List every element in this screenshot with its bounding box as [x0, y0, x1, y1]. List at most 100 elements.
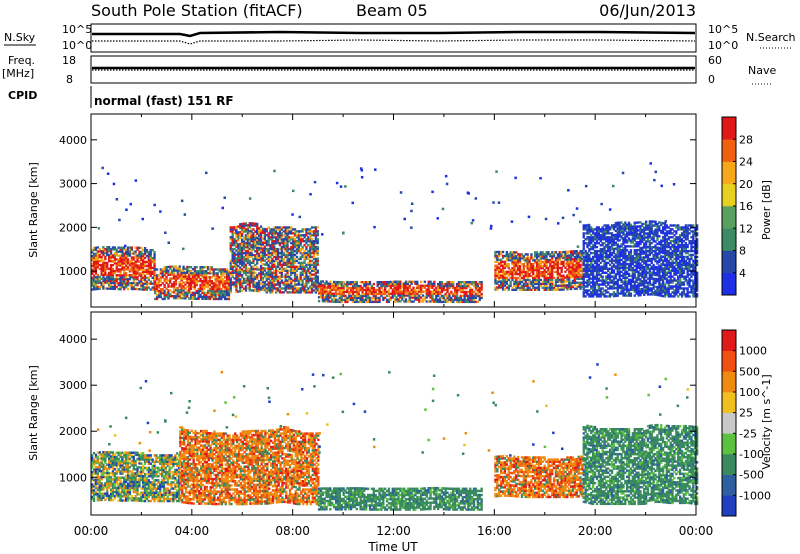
data-cell — [111, 267, 115, 271]
data-cell — [472, 294, 476, 298]
data-cell — [543, 264, 546, 268]
data-cell — [633, 229, 636, 232]
data-cell — [167, 291, 170, 294]
data-cell — [624, 268, 627, 272]
data-cell — [571, 252, 575, 255]
data-cell — [646, 283, 650, 286]
data-cell — [195, 281, 198, 285]
data-cell — [622, 227, 625, 230]
data-cell — [627, 255, 631, 258]
data-cell — [590, 226, 593, 229]
data-cell — [571, 267, 575, 271]
data-cell — [197, 297, 200, 300]
data-cell — [263, 229, 266, 233]
data-cell — [532, 267, 535, 270]
data-cell — [276, 251, 280, 255]
data-cell — [319, 288, 323, 291]
data-cell — [566, 252, 569, 255]
data-cell — [626, 223, 629, 226]
data-cell — [476, 294, 479, 298]
data-cell — [136, 246, 139, 249]
data-cell — [201, 291, 204, 295]
data-cell — [370, 298, 374, 302]
data-cell — [246, 228, 249, 231]
data-cell — [314, 247, 317, 251]
data-cell — [293, 259, 297, 263]
data-cell — [275, 232, 278, 235]
data-cell — [126, 281, 130, 285]
data-cell — [399, 288, 402, 291]
data-cell — [246, 247, 249, 251]
data-cell — [601, 251, 604, 255]
data-cell — [646, 271, 650, 274]
data-cell — [631, 233, 634, 236]
data-cell — [616, 270, 619, 274]
data-cell — [163, 295, 166, 299]
data-cell — [303, 240, 306, 243]
data-cell — [239, 223, 242, 226]
data-cell — [94, 266, 98, 269]
data-cell — [197, 289, 200, 293]
data-cell — [111, 248, 115, 251]
data-cell — [303, 249, 306, 253]
data-cell — [357, 292, 360, 296]
data-cell — [290, 265, 293, 268]
data-cell — [115, 258, 118, 261]
data-cell — [212, 286, 215, 289]
data-cell — [261, 267, 265, 270]
data-cell — [321, 300, 324, 303]
data-cell — [227, 286, 231, 289]
data-cell — [584, 285, 587, 288]
data-cell — [629, 288, 633, 291]
data-cell — [154, 282, 157, 285]
data-cell — [616, 268, 619, 272]
data-cell — [654, 293, 657, 296]
data-cell — [534, 253, 537, 256]
data-cell — [614, 273, 617, 276]
data-cell — [551, 260, 554, 264]
data-cell — [193, 293, 196, 297]
data-cell — [588, 289, 591, 292]
data-cell — [639, 278, 642, 281]
data-cell — [620, 225, 623, 228]
data-cell — [239, 272, 242, 275]
data-cell — [244, 230, 248, 233]
data-cell — [286, 249, 289, 253]
data-cell — [309, 255, 312, 259]
data-cell — [403, 290, 406, 293]
data-cell — [265, 275, 268, 278]
data-cell — [250, 271, 253, 274]
data-cell — [650, 273, 653, 276]
data-cell — [293, 285, 297, 288]
data-cell — [498, 252, 501, 256]
data-cell — [195, 291, 198, 295]
data-cell — [629, 227, 633, 230]
data-cell — [186, 269, 189, 273]
data-cell — [307, 275, 310, 278]
data-cell — [645, 252, 648, 255]
data-cell — [593, 238, 597, 241]
data-cell — [252, 236, 255, 239]
data-cell — [111, 287, 115, 290]
data-cell — [528, 288, 531, 291]
data-cell — [627, 227, 631, 230]
data-cell — [125, 254, 128, 257]
data-cell — [275, 236, 278, 239]
data-cell — [163, 283, 166, 287]
data-cell — [317, 286, 321, 289]
data-cell — [171, 295, 174, 298]
data-cell — [618, 264, 621, 268]
data-cell — [207, 285, 210, 289]
data-cell — [359, 300, 362, 304]
data-cell — [518, 259, 522, 262]
data-cell — [633, 286, 636, 289]
data-cell — [98, 260, 101, 263]
data-cell — [276, 269, 280, 272]
data-cell — [286, 255, 289, 259]
data-cell — [205, 270, 208, 273]
data-cell — [639, 294, 642, 297]
data-cell — [278, 277, 282, 280]
data-cell — [295, 265, 299, 268]
data-cell — [558, 257, 561, 260]
data-cell — [648, 232, 651, 235]
